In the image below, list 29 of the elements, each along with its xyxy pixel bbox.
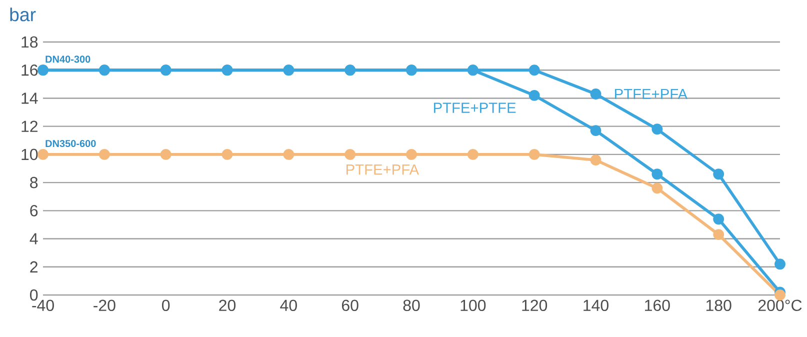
x-tick-label: -20	[94, 300, 116, 312]
y-tick-label: 4	[30, 233, 38, 244]
annotation: DN350-600	[46, 140, 96, 148]
x-tick-label: -40	[32, 300, 54, 312]
x-tick-label: 140	[584, 300, 608, 312]
x-tick-label: 200°C	[758, 300, 802, 312]
x-tick-label: 60	[342, 300, 358, 312]
x-tick-label: 120	[522, 300, 548, 312]
y-tick-label: 16	[22, 64, 38, 76]
y-tick-label: 6	[30, 205, 38, 216]
y-tick-label: 18	[22, 36, 38, 48]
y-tick-label: 10	[22, 148, 38, 160]
y-tick-label: 14	[22, 92, 38, 104]
x-tick-label: 20	[219, 300, 236, 312]
x-tick-label: 40	[280, 300, 297, 312]
y-tick-label: 0	[30, 289, 38, 301]
y-tick-label: 2	[30, 261, 38, 272]
x-tick-label: 80	[403, 300, 420, 312]
series-label: PTFE+PFA	[615, 88, 688, 100]
x-tick-label: 180	[706, 300, 732, 312]
y-axis-title: bar	[10, 8, 36, 22]
series-label: PTFE+PTFE	[434, 102, 516, 113]
y-tick-label: 12	[22, 120, 38, 132]
x-tick-label: 100	[460, 300, 486, 312]
series-label: PTFE+PFA	[346, 164, 420, 175]
annotation: DN40-300	[46, 56, 90, 63]
x-tick-label: 0	[162, 300, 170, 312]
x-tick-label: 160	[645, 300, 670, 312]
y-tick-label: 8	[30, 176, 38, 188]
